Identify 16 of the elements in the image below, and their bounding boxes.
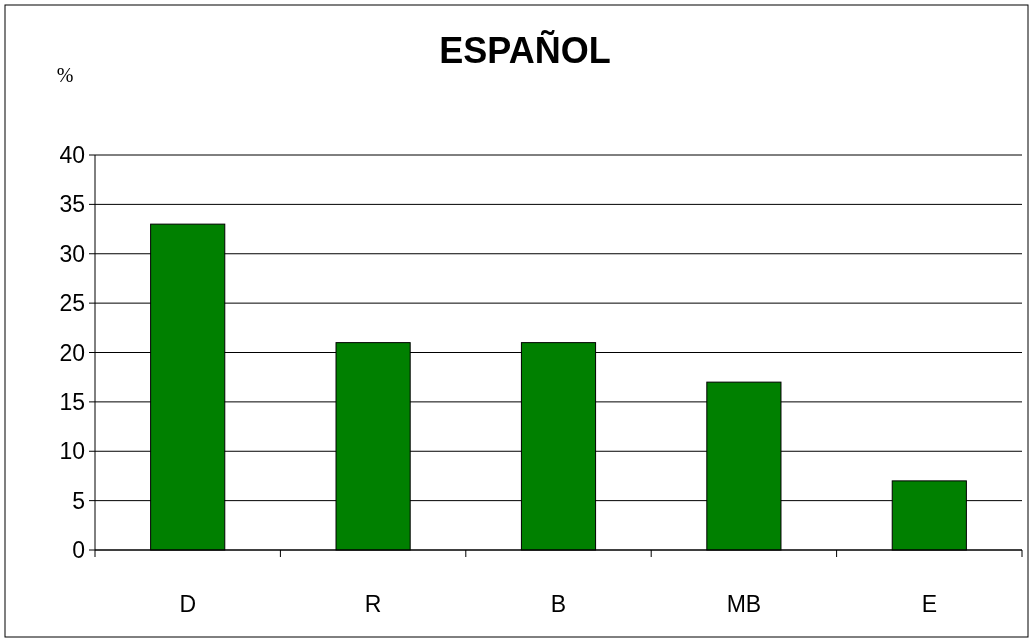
chart-title: ESPAÑOL (439, 29, 611, 71)
x-tick-label: B (550, 591, 567, 617)
y-tick-label: 35 (59, 191, 85, 218)
y-tick-label: 40 (59, 142, 85, 169)
x-tick-label: MB (726, 591, 762, 617)
x-tick-label: D (179, 591, 197, 617)
y-tick-label: 30 (59, 240, 85, 267)
y-axis-title: % (56, 64, 74, 86)
y-tick-label: 25 (59, 290, 85, 317)
x-tick-label: E (921, 591, 937, 617)
y-tick-label: 10 (59, 438, 85, 465)
y-tick-label: 5 (72, 487, 85, 514)
y-tick-label: 0 (72, 537, 85, 564)
x-tick-label: R (364, 591, 382, 617)
y-tick-label: 15 (59, 388, 85, 415)
y-tick-label: 20 (59, 339, 85, 366)
